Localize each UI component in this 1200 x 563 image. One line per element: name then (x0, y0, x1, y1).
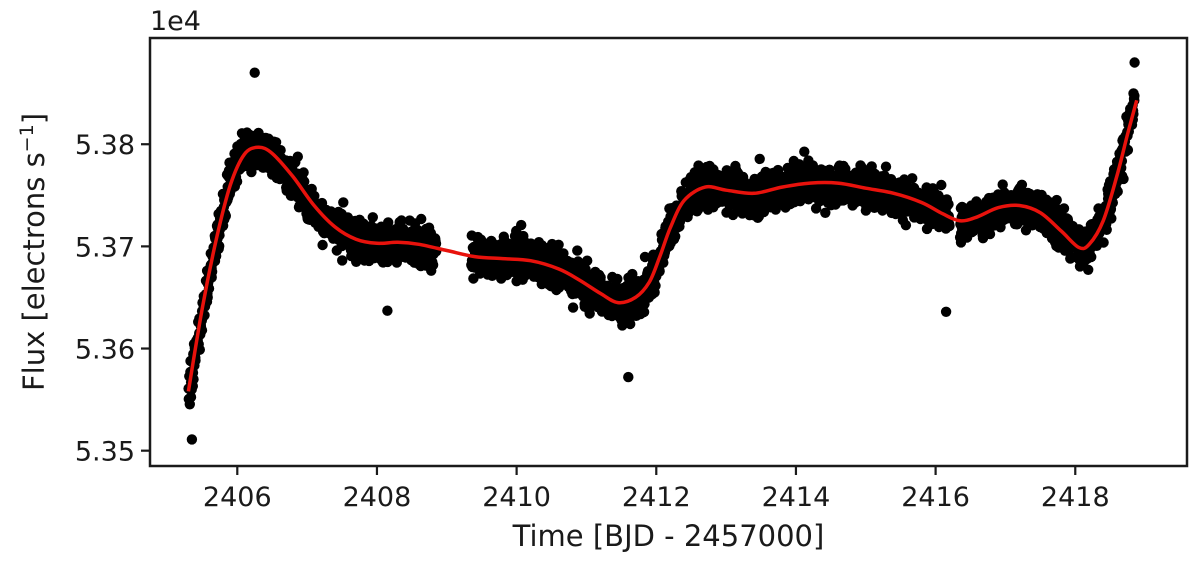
flux-point (309, 190, 320, 202)
flux-point (185, 391, 197, 403)
flux-point (670, 231, 681, 242)
flux-point (944, 220, 955, 232)
flux-point (639, 251, 651, 263)
y-tick-label: 5.35 (75, 437, 135, 468)
y-tick-label: 5.36 (75, 335, 135, 366)
flux-point (936, 179, 947, 191)
flux-point (943, 199, 954, 210)
flux-point (1106, 213, 1117, 224)
flux-point (416, 213, 427, 225)
trend-line (186, 99, 1139, 392)
flux-point (584, 308, 595, 319)
y-axis-label-main: Flux [electrons s (17, 152, 51, 391)
flux-point (1101, 224, 1112, 235)
x-tick-label: 2416 (901, 482, 970, 513)
flux-point (367, 212, 378, 223)
x-tick-label: 2414 (762, 482, 831, 513)
flux-point (270, 137, 282, 148)
flux-point (275, 145, 286, 156)
flux-point-outlier (658, 257, 669, 268)
flux-point-outlier (249, 67, 260, 78)
x-axis: 2406 2408 2410 2412 2414 2416 2418 (203, 466, 1110, 513)
flux-point (396, 215, 407, 226)
flux-point (900, 220, 912, 231)
plot-frame (148, 36, 1189, 468)
flux-point (1086, 251, 1097, 263)
flux-point (582, 255, 593, 266)
flux-point (650, 280, 661, 291)
flux-point (337, 255, 348, 266)
flux-point (595, 272, 606, 283)
x-tick-label: 2408 (343, 482, 412, 513)
flux-point (1129, 90, 1140, 102)
flux-point (1058, 203, 1070, 214)
flux-point (612, 273, 623, 285)
flux-point (553, 239, 564, 250)
flux-point-outlier (382, 305, 393, 316)
flux-point (231, 176, 243, 187)
flux-point (799, 146, 810, 157)
flux-point-outlier (623, 371, 634, 383)
flux-point (572, 245, 583, 256)
x-tick-label: 2410 (482, 482, 551, 513)
flux-point (1112, 186, 1123, 197)
flux-point (880, 161, 892, 172)
flux-point (383, 217, 394, 228)
flux-point (1051, 194, 1062, 206)
flux-point (1083, 264, 1094, 275)
flux-point (427, 259, 439, 271)
y-axis-label: Flux [electrons s−1] (16, 113, 51, 391)
flux-point (1118, 173, 1129, 185)
y-tick-label: 5.38 (75, 130, 135, 161)
flux-point (516, 219, 527, 231)
flux-point (984, 228, 996, 240)
flux-point (627, 268, 638, 280)
x-tick-label: 2406 (203, 482, 272, 513)
flux-point (907, 173, 918, 184)
x-tick-label: 2412 (622, 482, 691, 513)
x-tick-label: 2418 (1041, 482, 1110, 513)
y-axis-label-superscript: −1 (16, 124, 38, 152)
flux-point (292, 151, 303, 162)
flux-point-outlier (940, 306, 952, 317)
y-offset-label: 1e4 (150, 6, 201, 37)
flux-point (754, 153, 765, 165)
flux-point (820, 207, 831, 218)
flux-point (772, 164, 784, 176)
trend-line-layer (186, 99, 1139, 392)
flux-point (338, 197, 349, 208)
flux-point-outlier (186, 434, 198, 445)
flux-point (638, 306, 650, 318)
flux-point (1098, 237, 1109, 248)
y-axis: 5.35 5.36 5.37 5.38 (75, 130, 150, 468)
y-tick-label: 5.37 (75, 232, 135, 263)
flux-point-outlier (1129, 57, 1140, 68)
flux-point (298, 167, 309, 178)
flux-point (567, 302, 579, 313)
flux-point (317, 239, 328, 251)
flux-point (1016, 179, 1028, 190)
x-axis-label: Time [BJD - 2457000] (512, 519, 825, 553)
flux-point (997, 179, 1008, 190)
y-axis-label-close: ] (17, 113, 51, 124)
